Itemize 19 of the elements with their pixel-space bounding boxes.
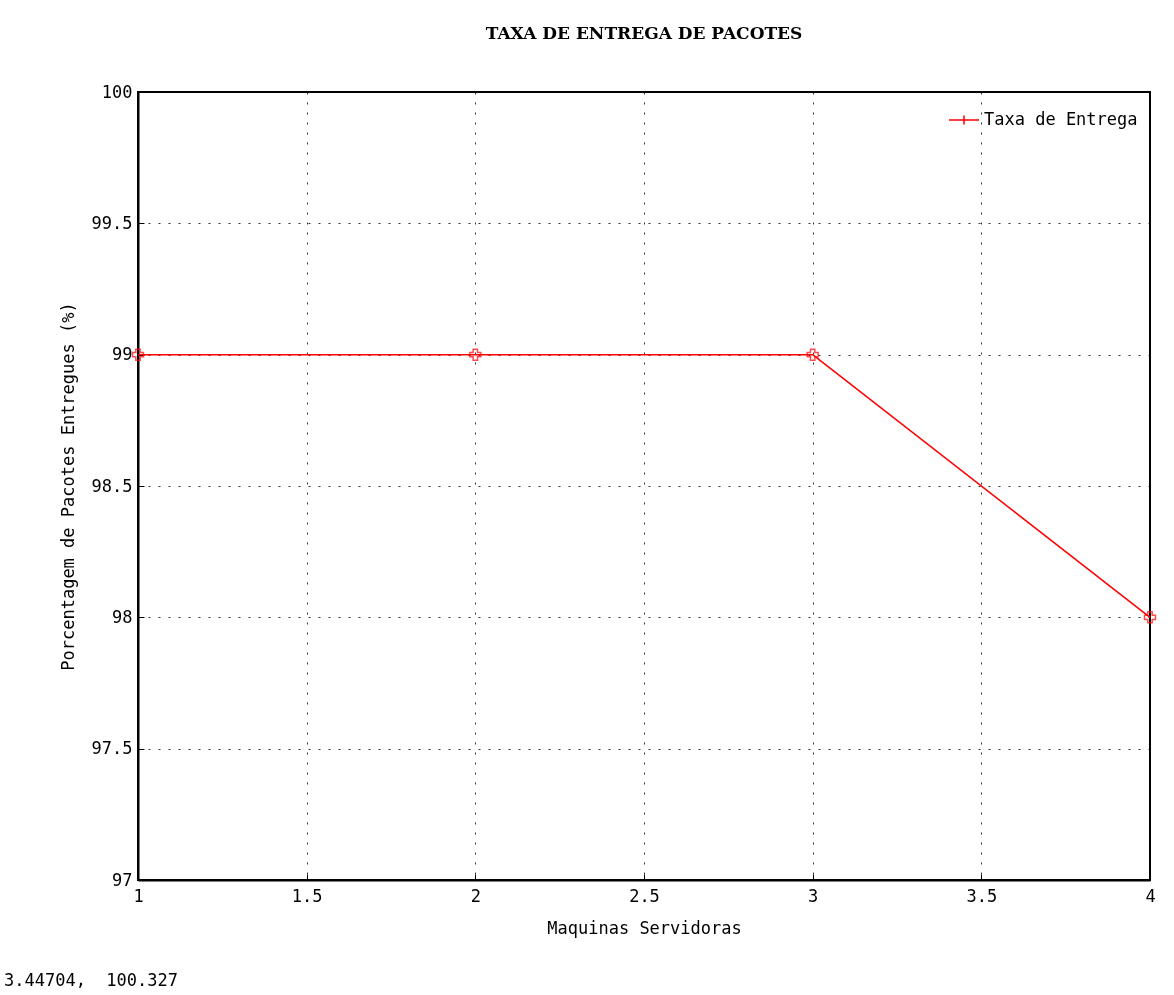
legend-label: Taxa de Entrega xyxy=(984,109,1138,129)
y-axis-title: Porcentagem de Pacotes Entregues (%) xyxy=(57,302,78,671)
x-tick-label: 4 xyxy=(1145,885,1156,906)
y-tick-label: 97.5 xyxy=(91,738,133,759)
chart-title: TAXA DE ENTREGA DE PACOTES xyxy=(485,23,803,43)
text: 3.44704, 100.327 xyxy=(4,970,178,990)
x-tick-label: 2.5 xyxy=(629,885,660,906)
x-tick-label: 1.5 xyxy=(291,885,323,906)
x-tick-label: 1 xyxy=(133,885,144,906)
y-tick-label: 100 xyxy=(101,81,133,102)
y-tick-label: 97 xyxy=(112,869,133,890)
y-tick-label: 99 xyxy=(112,344,133,365)
x-axis-title: Maquinas Servidoras xyxy=(547,917,742,938)
y-tick-label: 98.5 xyxy=(91,475,133,496)
y-tick-label: 99.5 xyxy=(91,212,133,233)
x-tick-label: 3 xyxy=(808,885,819,906)
y-tick-label: 98 xyxy=(112,606,133,627)
x-tick-label: 3.5 xyxy=(966,885,998,906)
x-tick-label: 2 xyxy=(470,885,481,906)
